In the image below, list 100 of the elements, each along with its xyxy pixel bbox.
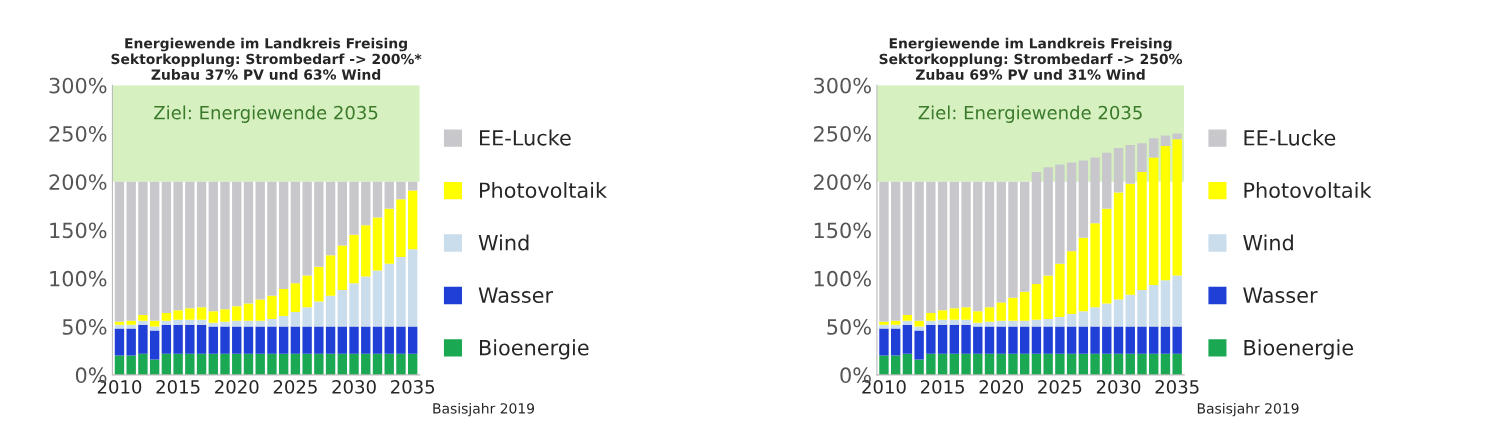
bar [902,315,913,321]
bar [1020,181,1030,292]
bar [149,330,160,360]
legend-label: Bioenergie [479,339,589,360]
bar [1149,353,1159,375]
bar [1102,303,1112,327]
bar [1160,135,1171,147]
bar [361,326,371,354]
bar [1172,326,1182,354]
bar [1172,139,1182,276]
bar [890,320,901,325]
bar [243,181,254,304]
text: Basisjahr 2019 [433,402,535,417]
bar [185,353,195,375]
bar [114,355,125,375]
bar [407,249,418,327]
bar [185,181,195,309]
legend-label: Photovoltaik [1244,181,1372,199]
bar [1031,353,1042,375]
bar [337,181,347,246]
bar [384,353,394,375]
bar [1160,353,1171,375]
bar [255,326,265,354]
bar [1020,291,1030,321]
bar [126,355,136,375]
bar [243,353,254,375]
bar [1125,353,1135,375]
bar [161,181,172,314]
bar [984,326,995,354]
bar [1149,138,1159,158]
bar [902,353,913,375]
bar [1102,208,1112,304]
bar [1055,326,1065,354]
bar [1043,275,1053,319]
bar [325,255,336,296]
bar [984,321,995,327]
x-tick-label: 2030 [1096,380,1141,394]
bar [914,359,924,375]
bar [1055,316,1065,327]
bar [1043,353,1053,375]
bar [314,301,324,327]
bar [1090,307,1100,327]
bar [314,353,324,375]
y-tick-label: 300% [814,77,871,94]
bar [325,326,336,354]
bar [1113,299,1124,327]
bar [984,353,995,375]
bar [220,181,230,310]
bar [926,324,936,354]
bar [890,355,901,375]
bar [138,320,148,325]
bar [902,181,913,316]
bar [1066,162,1077,252]
bar [396,257,406,327]
bar [396,326,406,354]
bar [1055,263,1065,317]
bar [1031,172,1042,285]
bar [220,309,230,322]
bar [914,330,924,360]
bar [926,320,936,325]
bar [1102,152,1112,209]
bar [1172,275,1182,327]
bar [949,181,960,309]
bar [267,181,277,296]
bar [973,322,983,327]
bar [372,270,383,327]
bar [1078,237,1089,312]
bar [255,181,265,300]
bar [161,313,172,321]
x-tick-label: 2015 [156,380,200,394]
bar [173,319,183,325]
bar [173,181,183,311]
band-label: Ziel: Energiewende 2035 [154,105,378,123]
bar [1172,353,1182,375]
bar [290,312,301,327]
bar [973,311,983,323]
bar [314,266,324,302]
bar [949,319,960,325]
bar [208,353,218,375]
bar [185,324,195,354]
bar [890,324,901,329]
bar [384,263,394,327]
bar [114,328,125,356]
bar [372,353,383,375]
bar [243,303,254,321]
bar [1008,320,1018,327]
bar [973,353,983,375]
bar [1020,320,1030,327]
bar [349,234,359,284]
bar [278,288,289,316]
bar [149,320,160,327]
bar [255,299,265,321]
bar [949,308,960,320]
bar [1055,164,1065,264]
bar [173,310,183,320]
bar [325,181,336,256]
text: Basisjahr 2019 [1197,402,1299,417]
bar [232,320,242,327]
bar [290,353,301,375]
bar [290,283,301,313]
